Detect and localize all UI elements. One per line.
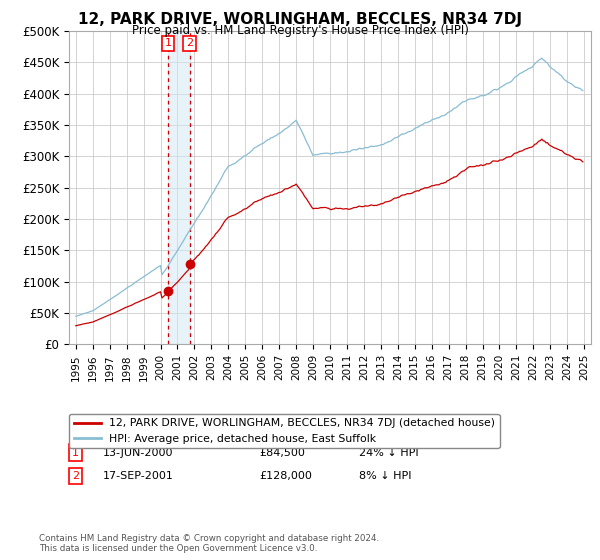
- Text: 13-JUN-2000: 13-JUN-2000: [103, 447, 173, 458]
- Text: 2: 2: [186, 38, 193, 48]
- Legend: 12, PARK DRIVE, WORLINGHAM, BECCLES, NR34 7DJ (detached house), HPI: Average pri: 12, PARK DRIVE, WORLINGHAM, BECCLES, NR3…: [69, 414, 500, 448]
- Bar: [168, 31, 190, 344]
- Text: 12, PARK DRIVE, WORLINGHAM, BECCLES, NR34 7DJ: 12, PARK DRIVE, WORLINGHAM, BECCLES, NR3…: [78, 12, 522, 27]
- Text: Price paid vs. HM Land Registry's House Price Index (HPI): Price paid vs. HM Land Registry's House …: [131, 24, 469, 37]
- Text: £128,000: £128,000: [260, 471, 313, 481]
- Text: 8% ↓ HPI: 8% ↓ HPI: [359, 471, 411, 481]
- Text: 24% ↓ HPI: 24% ↓ HPI: [359, 447, 418, 458]
- Text: 2: 2: [72, 471, 79, 481]
- Text: 17-SEP-2001: 17-SEP-2001: [103, 471, 174, 481]
- Text: 1: 1: [164, 38, 172, 48]
- Text: Contains HM Land Registry data © Crown copyright and database right 2024.
This d: Contains HM Land Registry data © Crown c…: [39, 534, 379, 553]
- Text: £84,500: £84,500: [260, 447, 305, 458]
- Text: 1: 1: [72, 447, 79, 458]
